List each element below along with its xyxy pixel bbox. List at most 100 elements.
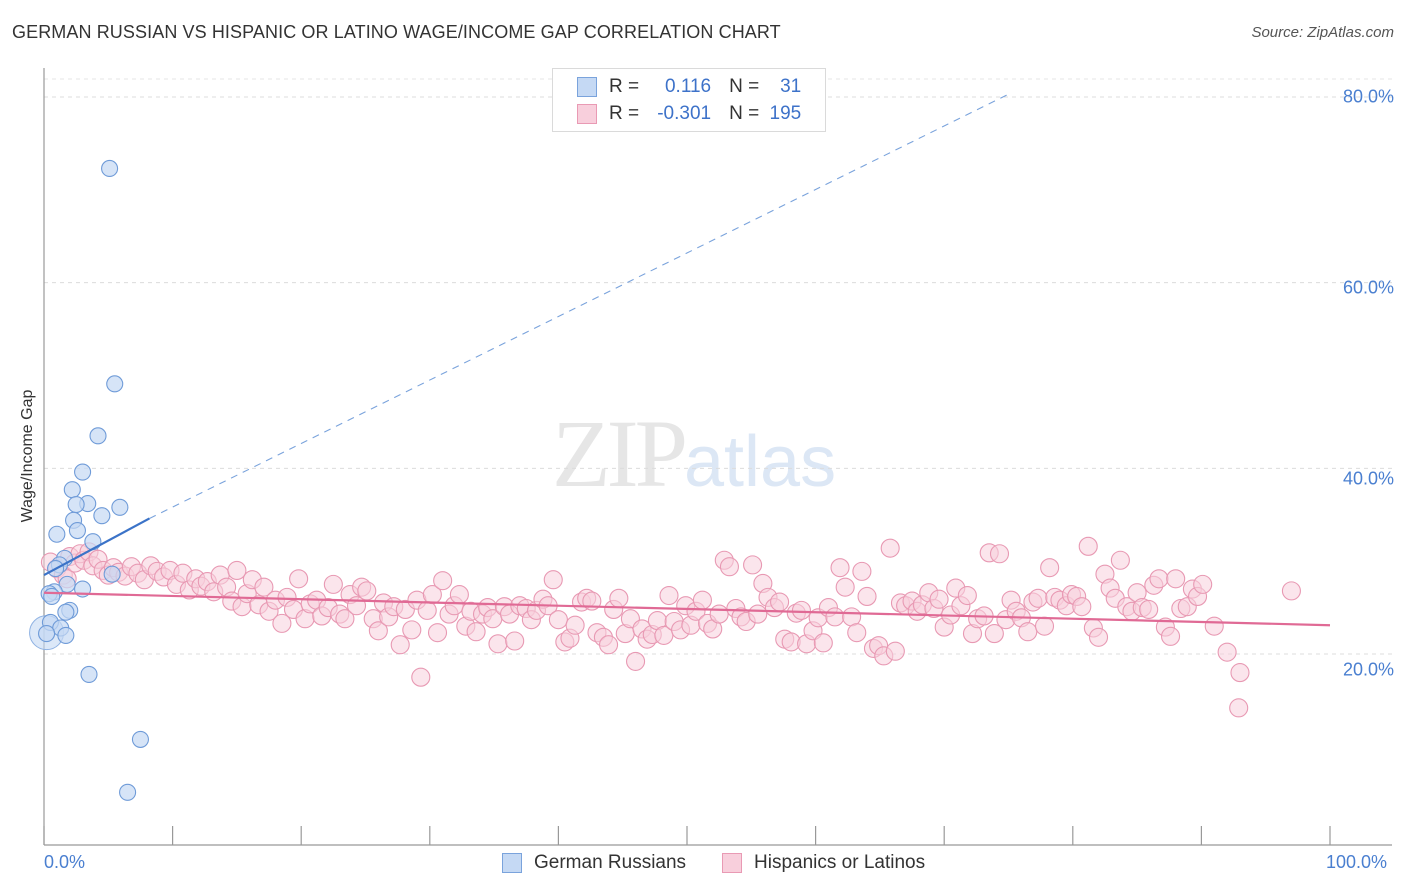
- blue-point: [68, 521, 86, 540]
- pink-point: [709, 604, 729, 624]
- legend-pink-label: Hispanics or Latinos: [754, 852, 926, 873]
- blue-point: [119, 783, 137, 801]
- pink-point: [1193, 574, 1213, 594]
- legend-item-pink[interactable]: Hispanics or Latinos: [722, 852, 925, 874]
- pink-point: [1230, 663, 1250, 683]
- pink-point: [402, 620, 422, 640]
- r-label: R =: [609, 103, 640, 124]
- blue-point: [89, 427, 107, 445]
- blue-point: [57, 603, 75, 621]
- pink-point: [368, 621, 388, 641]
- pink-point: [357, 581, 377, 601]
- blue-point: [57, 626, 75, 644]
- pink-point: [488, 634, 508, 654]
- pink-point: [692, 590, 712, 610]
- x-tick-label: 100.0%: [1326, 852, 1388, 872]
- pink-point: [957, 585, 977, 606]
- r-value-blue: 0.116: [664, 76, 712, 97]
- pink-point: [743, 555, 763, 575]
- pink-point: [857, 586, 877, 606]
- blue-point: [63, 481, 81, 499]
- blue-swatch: [577, 77, 597, 97]
- pink-point: [1139, 599, 1159, 619]
- blue-point: [103, 565, 121, 583]
- stats-row-pink: R = -0.301 N = 195: [577, 101, 801, 127]
- pink-point: [565, 615, 585, 635]
- pink-point: [543, 570, 563, 590]
- n-value-pink: 195: [769, 103, 802, 124]
- pink-point: [1166, 569, 1186, 589]
- pink-point: [719, 557, 739, 577]
- stats-box: R = 0.116 N = 31 R = -0.301 N = 195: [552, 68, 826, 132]
- pink-point: [825, 607, 845, 627]
- blue-point: [48, 525, 66, 543]
- blue-point: [80, 665, 98, 683]
- pink-point: [989, 544, 1010, 564]
- blue-point: [67, 495, 85, 514]
- blue-trend-line: [43, 517, 150, 577]
- blue-point: [106, 375, 124, 393]
- watermark: ZIPatlas: [552, 398, 836, 509]
- pink-point: [748, 604, 768, 624]
- pink-point: [852, 561, 872, 581]
- blue-trend-extension: [149, 93, 1009, 519]
- x-tick-label: 0.0%: [44, 852, 86, 872]
- y-tick-label: 20.0%: [1342, 659, 1394, 680]
- pink-point: [433, 571, 453, 591]
- blue-point: [38, 625, 56, 643]
- pink-point: [417, 600, 437, 620]
- pink-point: [227, 560, 247, 581]
- pink-point: [1078, 536, 1098, 556]
- pink-point: [1040, 558, 1060, 578]
- legend-pink-swatch: [722, 853, 742, 873]
- n-label: N =: [729, 103, 760, 124]
- n-value-blue: 31: [780, 76, 802, 97]
- pink-point: [1149, 569, 1169, 589]
- chart-title: GERMAN RUSSIAN VS HISPANIC OR LATINO WAG…: [12, 22, 781, 42]
- stats-row-blue: R = 0.116 N = 31: [577, 74, 801, 100]
- pink-point: [466, 622, 486, 642]
- y-tick-label: 40.0%: [1342, 468, 1394, 489]
- legend-item-blue[interactable]: German Russians: [502, 852, 686, 874]
- pink-point: [1217, 642, 1237, 662]
- pink-point: [505, 631, 525, 651]
- blue-point: [131, 730, 149, 748]
- pink-trend-line: [43, 591, 1331, 627]
- pink-point: [770, 592, 790, 612]
- pink-point: [847, 623, 867, 643]
- blue-point: [93, 507, 111, 525]
- pink-point: [842, 607, 862, 627]
- pink-point: [1088, 627, 1109, 647]
- pink-point: [599, 635, 619, 655]
- pink-point: [1281, 581, 1301, 601]
- y-tick-label: 80.0%: [1342, 86, 1394, 107]
- pink-point: [1229, 698, 1249, 718]
- pink-point: [626, 651, 646, 671]
- pink-swatch: [577, 104, 597, 124]
- pink-point: [885, 641, 905, 661]
- pink-point: [609, 588, 629, 608]
- pink-point: [254, 577, 274, 597]
- pink-point: [813, 633, 833, 653]
- y-tick-label: 60.0%: [1342, 277, 1394, 298]
- legend-blue-label: German Russians: [534, 852, 687, 873]
- pink-point: [659, 585, 679, 606]
- pink-point: [1034, 616, 1055, 636]
- pink-point: [1110, 550, 1130, 570]
- watermark-zip: ZIP: [552, 400, 688, 507]
- pink-point: [1204, 616, 1224, 636]
- pink-point: [880, 538, 900, 558]
- pink-point: [1160, 626, 1181, 646]
- blue-point: [101, 159, 119, 178]
- pink-point: [272, 613, 292, 633]
- source-label: Source: ZipAtlas.com: [1251, 24, 1394, 41]
- pink-point: [835, 577, 855, 597]
- blue-point: [111, 498, 129, 516]
- blue-point: [84, 533, 102, 551]
- pink-point: [323, 574, 343, 594]
- pink-point: [390, 635, 410, 655]
- blue-point: [43, 587, 61, 605]
- pink-point: [411, 667, 431, 687]
- n-label: N =: [729, 76, 760, 97]
